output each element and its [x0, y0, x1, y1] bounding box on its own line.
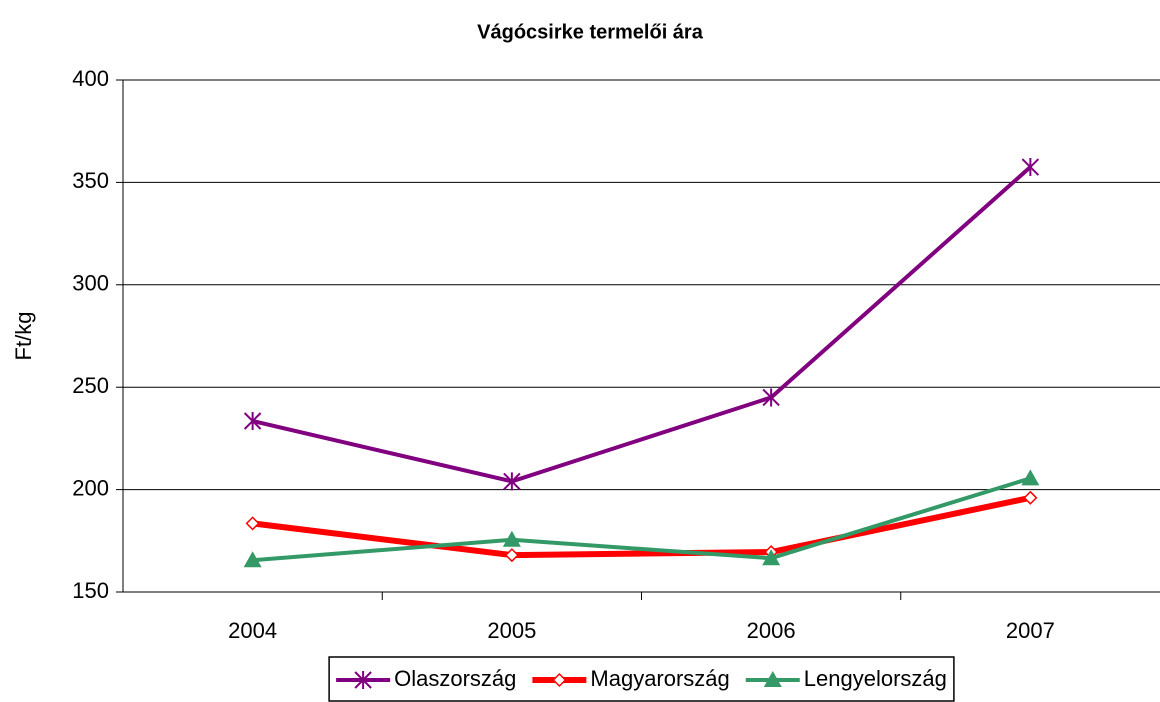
y-tick-label: 200: [72, 475, 109, 500]
marker: [504, 548, 519, 563]
y-tick-label: 250: [72, 373, 109, 398]
marker: [502, 530, 521, 547]
legend-label: Magyarország: [590, 666, 729, 691]
y-tick-label: 400: [72, 66, 109, 91]
y-tick-label: 150: [72, 578, 109, 603]
legend-label: Olaszország: [394, 666, 516, 691]
legend-item: Magyarország: [532, 666, 730, 691]
x-tick-label: 2004: [228, 618, 277, 643]
marker: [243, 551, 262, 568]
marker: [503, 472, 521, 491]
y-axis-label: Ft/kg: [11, 312, 36, 361]
series-line: [252, 476, 1031, 563]
marker: [1023, 490, 1038, 505]
marker: [552, 672, 567, 688]
legend-box: [328, 656, 955, 702]
marker: [762, 388, 780, 407]
marker: [1021, 158, 1040, 177]
marker: [762, 549, 781, 566]
y-tick-label: 350: [72, 168, 109, 193]
x-tick-label: 2005: [487, 618, 536, 643]
marker: [354, 671, 372, 689]
legend: Olaszország Magyarország Lengyelország: [328, 656, 955, 702]
marker: [1021, 469, 1040, 486]
y-tick-label: 300: [72, 271, 109, 296]
marker: [245, 516, 260, 531]
legend-item: Lengyelország: [745, 666, 947, 691]
series-line: [252, 494, 1031, 559]
marker: [243, 411, 262, 430]
series-line: [252, 165, 1032, 484]
x-tick-label: 2006: [747, 618, 796, 643]
legend-item: Olaszország: [336, 666, 516, 691]
chart-title: Vágócsirke termelői ára: [477, 21, 704, 43]
marker: [763, 671, 782, 687]
legend-label: Lengyelország: [804, 666, 947, 691]
x-tick-label: 2007: [1006, 618, 1055, 643]
